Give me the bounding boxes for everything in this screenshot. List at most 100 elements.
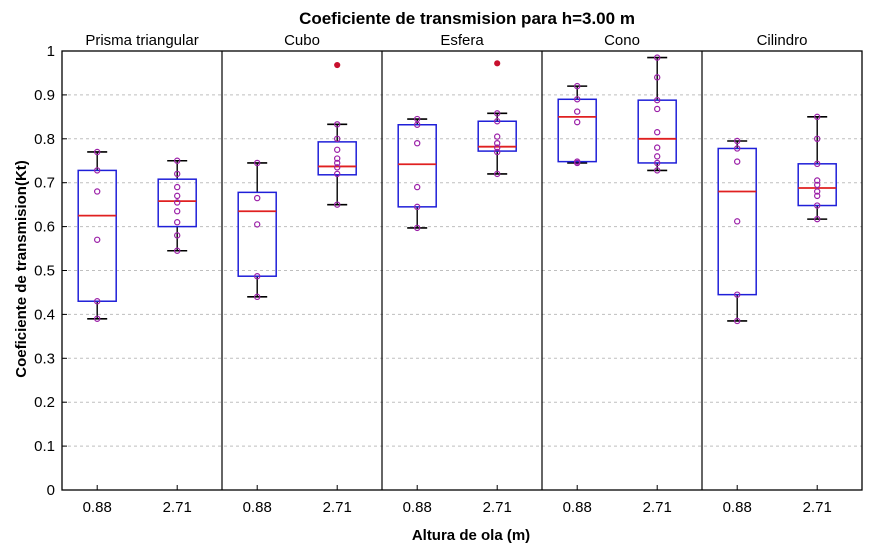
data-point	[574, 96, 581, 103]
y-tick-label: 0.9	[34, 87, 55, 104]
plot-frame	[61, 50, 863, 491]
x-tick-label: 2.71	[323, 499, 352, 516]
data-point	[494, 133, 501, 140]
y-tick-label: 0.4	[34, 306, 55, 323]
outlier-point	[334, 61, 341, 69]
data-point	[334, 164, 341, 171]
y-tick-label: 0.1	[34, 438, 55, 455]
iqr-box	[717, 147, 757, 296]
data-point	[173, 208, 181, 215]
data-point	[254, 194, 261, 202]
data-point	[334, 135, 341, 142]
data-point	[574, 82, 581, 90]
panel-label: Cilindro	[757, 32, 808, 49]
data-point	[814, 177, 821, 184]
iqr-box	[237, 191, 277, 277]
data-point	[334, 155, 341, 162]
data-point	[734, 137, 741, 145]
data-point	[414, 183, 421, 191]
x-tick-label: 2.71	[643, 499, 672, 516]
y-tick-label: 0.6	[34, 219, 55, 236]
data-point	[494, 110, 501, 117]
data-point	[654, 96, 661, 104]
data-point	[254, 159, 261, 167]
iqr-box	[397, 124, 437, 208]
data-point	[654, 144, 661, 151]
outlier-point	[494, 60, 501, 67]
panel-label: Cono	[604, 32, 640, 49]
panel-label: Prisma triangular	[85, 32, 198, 49]
data-point	[173, 219, 181, 226]
data-point	[414, 115, 421, 123]
data-point	[734, 145, 741, 152]
y-axis-label: Coeficiente de transmision(Kt)	[13, 160, 30, 378]
data-point	[173, 157, 181, 164]
data-point	[814, 160, 821, 168]
x-tick-label: 0.88	[563, 499, 592, 516]
x-tick-label: 0.88	[403, 499, 432, 516]
x-axis-label: Altura de ola (m)	[412, 527, 530, 544]
data-point	[254, 221, 261, 228]
data-point	[654, 105, 661, 113]
data-point	[654, 153, 661, 160]
data-point	[173, 192, 181, 200]
data-point	[334, 170, 341, 178]
iqr-box	[77, 169, 117, 302]
data-point	[814, 181, 821, 189]
iqr-box	[637, 99, 677, 164]
y-tick-label: 0.8	[34, 131, 55, 148]
data-point	[334, 159, 341, 167]
data-point	[574, 158, 581, 165]
y-tick-label: 0.2	[34, 394, 55, 411]
data-point	[93, 167, 101, 174]
data-point	[173, 247, 181, 254]
data-point	[93, 236, 101, 243]
data-point	[254, 273, 261, 280]
data-point	[574, 108, 581, 115]
data-point	[334, 201, 341, 208]
data-point	[734, 317, 741, 325]
data-point	[93, 298, 101, 305]
data-point	[173, 232, 181, 239]
x-tick-label: 2.71	[483, 499, 512, 516]
data-point	[574, 118, 581, 126]
data-point	[494, 148, 501, 156]
x-tick-label: 0.88	[243, 499, 272, 516]
x-tick-label: 0.88	[723, 499, 752, 516]
data-point	[654, 159, 661, 167]
iqr-box	[157, 178, 197, 228]
data-point	[734, 158, 741, 165]
data-point	[494, 170, 501, 178]
iqr-box	[477, 120, 517, 152]
data-point	[173, 199, 181, 206]
chart-title: Coeficiente de transmision para h=3.00 m	[299, 9, 635, 28]
data-point	[734, 218, 741, 225]
data-point	[814, 215, 821, 223]
data-point	[414, 203, 421, 211]
data-point	[173, 183, 181, 191]
plot-area: 0 0.1 0.2 0.3 0.4 0.5 0.6 0.7 0.8 0.9 1 Prisma tria…	[34, 32, 863, 516]
data-point	[254, 293, 261, 301]
data-point	[814, 113, 821, 121]
data-point	[93, 148, 101, 156]
data-point	[93, 188, 101, 195]
x-tick-label: 2.71	[803, 499, 832, 516]
data-point	[414, 139, 421, 147]
iqr-box	[797, 163, 837, 207]
x-tick-label: 2.71	[163, 499, 192, 516]
data-point	[173, 170, 181, 178]
panel-label: Esfera	[440, 32, 484, 49]
y-tick-label: 0.3	[34, 350, 55, 367]
data-point	[494, 118, 501, 125]
iqr-box	[557, 98, 597, 163]
x-tick-label: 0.88	[83, 499, 112, 516]
data-point	[654, 167, 661, 174]
data-point	[654, 129, 661, 136]
panel-label: Cubo	[284, 32, 320, 49]
y-tick-label: 0.5	[34, 263, 55, 280]
data-point	[814, 202, 821, 209]
data-point	[494, 144, 501, 151]
data-point	[654, 54, 661, 61]
